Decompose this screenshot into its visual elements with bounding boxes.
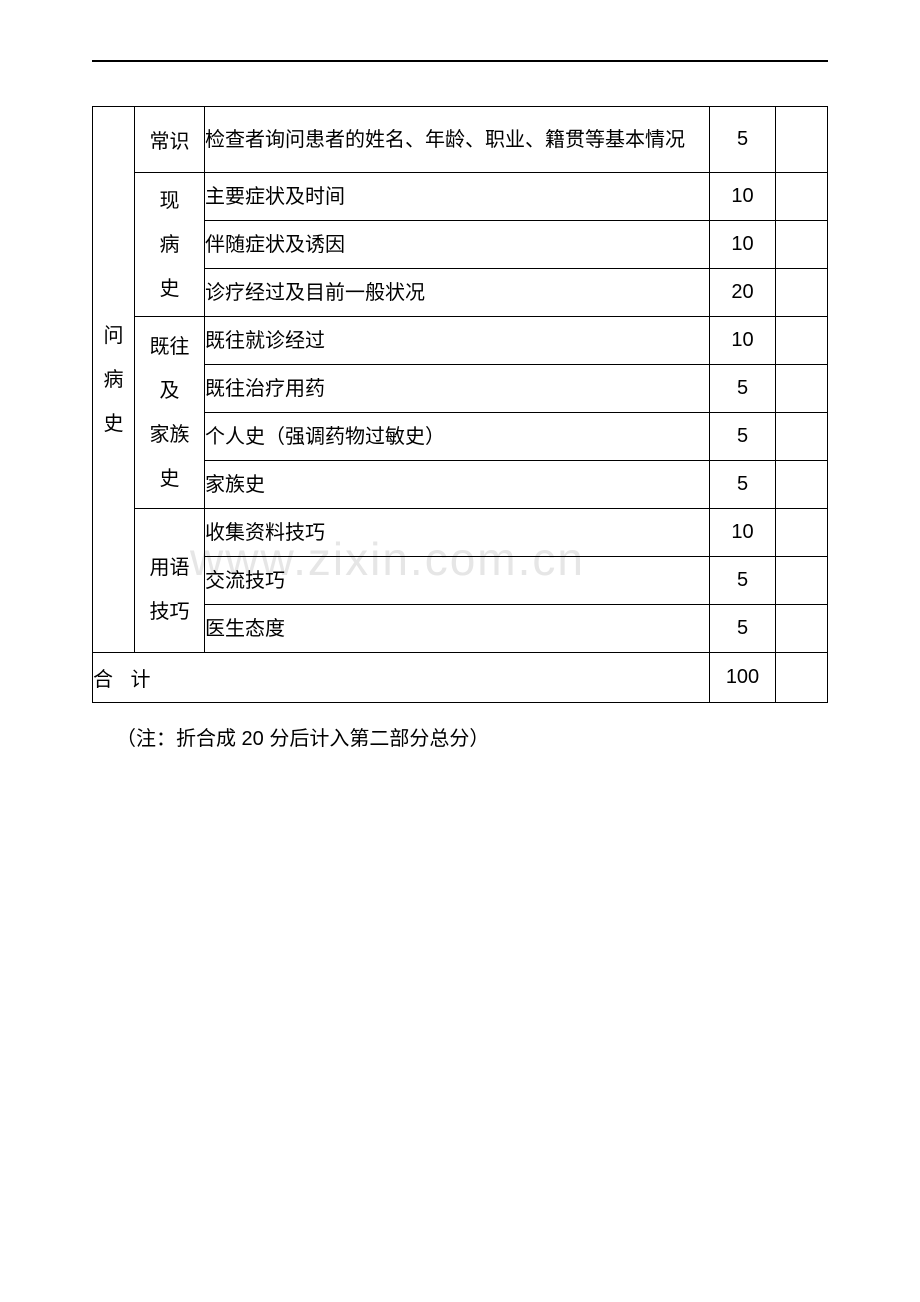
blank-cell (776, 605, 828, 653)
blank-cell (776, 221, 828, 269)
blank-cell (776, 365, 828, 413)
group-label: 既往 及 家族 史 (135, 317, 205, 509)
score-cell: 10 (710, 509, 776, 557)
item-cell: 既往就诊经过 (205, 317, 710, 365)
score-cell: 5 (710, 461, 776, 509)
blank-cell (776, 173, 828, 221)
score-cell: 10 (710, 317, 776, 365)
blank-cell (776, 557, 828, 605)
score-cell: 20 (710, 269, 776, 317)
score-cell: 5 (710, 557, 776, 605)
item-cell: 既往治疗用药 (205, 365, 710, 413)
score-cell: 10 (710, 173, 776, 221)
table-row: 问 病 史 常识 检查者询问患者的姓名、年龄、职业、籍贯等基本情况 5 (93, 107, 828, 173)
item-cell: 主要症状及时间 (205, 173, 710, 221)
total-row: 合 计 100 (93, 653, 828, 703)
item-cell: 收集资料技巧 (205, 509, 710, 557)
item-cell: 家族史 (205, 461, 710, 509)
item-cell: 检查者询问患者的姓名、年龄、职业、籍贯等基本情况 (205, 107, 710, 173)
group-label: 常识 (135, 107, 205, 173)
section-label: 问 病 史 (93, 107, 135, 653)
total-label: 合 计 (93, 653, 710, 703)
item-cell: 伴随症状及诱因 (205, 221, 710, 269)
group-label: 用语 技巧 (135, 509, 205, 653)
table-row: 现 病 史 主要症状及时间 10 (93, 173, 828, 221)
item-cell: 个人史（强调药物过敏史） (205, 413, 710, 461)
blank-cell (776, 413, 828, 461)
score-cell: 5 (710, 107, 776, 173)
blank-cell (776, 317, 828, 365)
item-cell: 交流技巧 (205, 557, 710, 605)
group-label: 现 病 史 (135, 173, 205, 317)
score-cell: 10 (710, 221, 776, 269)
item-cell: 医生态度 (205, 605, 710, 653)
top-horizontal-rule (92, 60, 828, 62)
table-row: 用语 技巧 收集资料技巧 10 (93, 509, 828, 557)
footnote-text: （注：折合成 20 分后计入第二部分总分） (116, 721, 828, 757)
score-cell: 5 (710, 365, 776, 413)
scoring-table: 问 病 史 常识 检查者询问患者的姓名、年龄、职业、籍贯等基本情况 5 现 病 … (92, 106, 828, 703)
blank-cell (776, 509, 828, 557)
total-score: 100 (710, 653, 776, 703)
blank-cell (776, 269, 828, 317)
blank-cell (776, 461, 828, 509)
blank-cell (776, 653, 828, 703)
score-cell: 5 (710, 413, 776, 461)
score-cell: 5 (710, 605, 776, 653)
blank-cell (776, 107, 828, 173)
item-cell: 诊疗经过及目前一般状况 (205, 269, 710, 317)
table-row: 既往 及 家族 史 既往就诊经过 10 (93, 317, 828, 365)
